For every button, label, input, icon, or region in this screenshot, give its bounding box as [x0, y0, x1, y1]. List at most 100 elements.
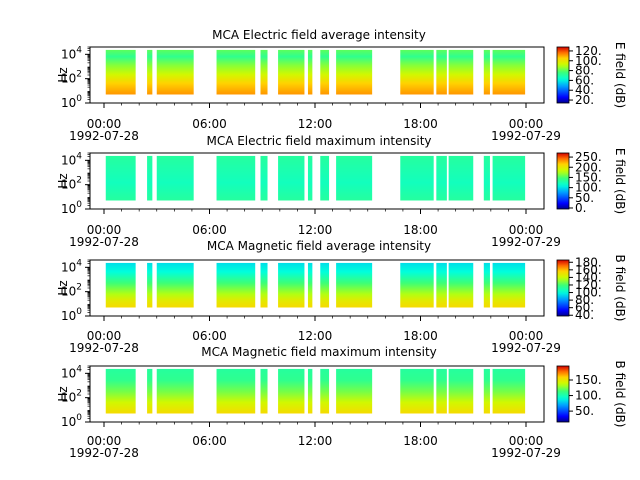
spectrogram-block — [278, 155, 305, 201]
spectrogram-block — [336, 155, 373, 201]
spectrogram-block — [307, 155, 313, 201]
spectrogram-block — [336, 368, 373, 414]
x-tick-label: 00:00 — [87, 434, 122, 448]
spectrogram-block — [436, 49, 447, 95]
y-tick-label: 102 — [61, 70, 82, 86]
spectrogram-block — [492, 262, 526, 308]
y-tick-label: 100 — [61, 200, 82, 216]
spectrogram-block — [307, 262, 313, 308]
y-tick-label: 102 — [61, 176, 82, 192]
panel-title: MCA Electric field maximum intensity — [206, 134, 431, 148]
x-date-start: 1992-07-28 — [69, 235, 139, 249]
spectrogram-block — [156, 262, 194, 308]
spectrogram-block — [492, 368, 526, 414]
colorbar — [556, 259, 570, 317]
spectrogram-block — [156, 368, 194, 414]
spectrogram-block — [260, 262, 268, 308]
x-date-end: 1992-07-29 — [491, 446, 561, 460]
spectrogram-block — [492, 155, 526, 201]
y-axis-label: Hz — [56, 67, 70, 82]
spectrogram-block — [400, 155, 434, 201]
colorbar-tick-label: 60. — [575, 301, 594, 315]
colorbar-tick-label: 40. — [575, 83, 594, 97]
colorbar-tick-label: 180. — [575, 255, 602, 269]
x-tick-label: 06:00 — [192, 434, 227, 448]
y-tick-label: 104 — [61, 258, 82, 274]
y-axis-label: Hz — [56, 386, 70, 401]
colorbar — [556, 152, 570, 210]
colorbar-tick-label: 50. — [575, 404, 594, 418]
spectrogram-block — [483, 368, 490, 414]
colorbar-tick-label: 40. — [575, 308, 594, 322]
y-tick-label: 104 — [61, 364, 82, 380]
x-tick-label: 18:00 — [403, 329, 438, 343]
spectrogram-block — [216, 262, 256, 308]
panel-title: MCA Magnetic field average intensity — [207, 239, 431, 253]
x-tick-label: 18:00 — [403, 434, 438, 448]
spectrogram-block — [260, 368, 268, 414]
spectrogram-block — [216, 49, 256, 95]
spectrogram-block — [105, 155, 136, 201]
colorbar-tick-label: 80. — [575, 64, 594, 78]
y-axis-label: Hz — [56, 173, 70, 188]
colorbar — [556, 46, 570, 104]
spectrogram-block — [307, 368, 313, 414]
spectrogram-block — [436, 368, 447, 414]
spectrogram-block — [105, 262, 136, 308]
colorbar-tick-label: 140. — [575, 270, 602, 284]
colorbar-tick-label: 100. — [575, 181, 602, 195]
y-tick-label: 102 — [61, 389, 82, 405]
x-tick-label: 00:00 — [87, 329, 122, 343]
x-date-start: 1992-07-28 — [69, 446, 139, 460]
x-tick-label: 06:00 — [192, 117, 227, 131]
x-tick-label: 00:00 — [87, 117, 122, 131]
colorbar-tick-label: 60. — [575, 73, 594, 87]
colorbar-tick-label: 250. — [575, 150, 602, 164]
x-tick-label: 18:00 — [403, 223, 438, 237]
colorbar-tick-label: 120. — [575, 278, 602, 292]
spectrogram-block — [448, 49, 474, 95]
x-tick-label: 12:00 — [298, 329, 333, 343]
spectrogram-block — [400, 262, 434, 308]
spectrogram-block — [105, 49, 136, 95]
y-tick-label: 102 — [61, 283, 82, 299]
spectrogram-block — [278, 49, 305, 95]
colorbar-label: B field (dB) — [613, 361, 627, 428]
y-tick-label: 104 — [61, 45, 82, 61]
colorbar-tick-label: 0. — [575, 201, 586, 215]
spectrogram-block — [147, 49, 153, 95]
spectrogram-block — [483, 155, 490, 201]
spectrogram-block — [216, 368, 256, 414]
spectrogram-block — [436, 155, 447, 201]
spectrogram-block — [156, 49, 194, 95]
colorbar-tick-label: 20. — [575, 93, 594, 107]
spectrogram-block — [147, 368, 153, 414]
spectrogram-block — [336, 49, 373, 95]
spectrogram-block — [336, 262, 373, 308]
colorbar-tick-label: 100. — [575, 286, 602, 300]
spectrogram-block — [320, 155, 330, 201]
spectrogram-block — [483, 49, 490, 95]
colorbar-tick-label: 100. — [575, 389, 602, 403]
spectrogram-block — [448, 368, 474, 414]
x-tick-label: 00:00 — [509, 117, 544, 131]
spectrogram-block — [216, 155, 256, 201]
spectrogram-block — [278, 262, 305, 308]
panel-1: MCA Electric field average intensity 100 1… — [56, 28, 627, 143]
x-tick-label: 06:00 — [192, 223, 227, 237]
colorbar-label: B field (dB) — [613, 255, 627, 322]
y-tick-label: 100 — [61, 413, 82, 429]
spectrogram-block — [156, 155, 194, 201]
panel-4: MCA Magnetic field maximum intensity 100 1… — [56, 345, 627, 460]
x-tick-label: 06:00 — [192, 329, 227, 343]
spectrogram-block — [483, 262, 490, 308]
y-tick-label: 104 — [61, 151, 82, 167]
x-tick-label: 18:00 — [403, 117, 438, 131]
spectrogram-block — [448, 262, 474, 308]
x-date-start: 1992-07-28 — [69, 341, 139, 355]
colorbar-tick-label: 150. — [575, 170, 602, 184]
panel-3: MCA Magnetic field average intensity 100 1… — [56, 239, 627, 355]
spectrogram-block — [436, 262, 447, 308]
x-date-end: 1992-07-29 — [491, 341, 561, 355]
colorbar-label: E field (dB) — [613, 148, 627, 214]
